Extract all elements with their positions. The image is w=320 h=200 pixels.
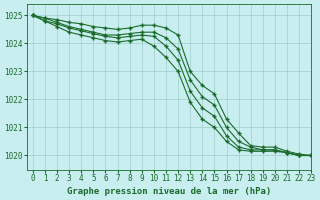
X-axis label: Graphe pression niveau de la mer (hPa): Graphe pression niveau de la mer (hPa) <box>67 187 271 196</box>
